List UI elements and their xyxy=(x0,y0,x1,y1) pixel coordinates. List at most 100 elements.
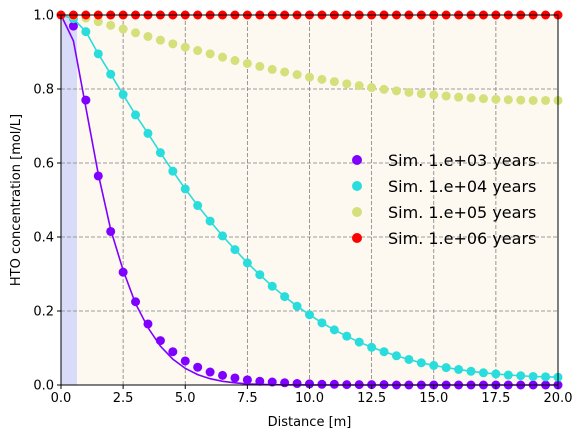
data-point xyxy=(454,364,464,374)
x-tick-label: 7.5 xyxy=(237,391,258,406)
data-point xyxy=(280,378,290,388)
data-point xyxy=(466,366,476,376)
data-point xyxy=(379,347,389,357)
data-point xyxy=(93,17,103,27)
data-point xyxy=(305,72,314,82)
y-tick-label: 0.6 xyxy=(33,157,54,172)
data-point xyxy=(205,367,215,377)
data-point xyxy=(131,28,141,38)
data-point xyxy=(280,67,290,77)
data-point xyxy=(391,86,401,96)
data-point xyxy=(168,39,178,49)
data-point xyxy=(541,372,551,382)
y-axis-ticks: 0.0 0.2 0.4 0.6 0.8 1.0 xyxy=(33,9,61,394)
data-point xyxy=(267,281,277,291)
data-point xyxy=(218,52,228,62)
data-point xyxy=(305,379,314,389)
data-point xyxy=(404,354,414,364)
y-tick-label: 0.2 xyxy=(33,305,54,320)
data-point xyxy=(205,49,215,59)
data-point xyxy=(131,110,141,120)
data-point xyxy=(255,61,265,71)
data-point xyxy=(106,69,116,79)
data-point xyxy=(143,319,153,329)
data-point xyxy=(168,166,178,176)
data-point xyxy=(255,270,265,280)
series-points-3 xyxy=(56,10,563,20)
data-point xyxy=(230,245,240,255)
data-point xyxy=(329,325,339,335)
x-tick-label: 12.5 xyxy=(357,391,386,406)
data-point xyxy=(491,369,501,379)
data-point xyxy=(354,81,364,91)
legend-marker xyxy=(352,207,362,217)
data-point xyxy=(541,95,551,105)
series-points-2 xyxy=(56,10,563,105)
data-point xyxy=(205,216,215,226)
data-point xyxy=(454,92,464,102)
data-point xyxy=(342,79,352,89)
data-point xyxy=(143,31,153,41)
x-tick-label: 5.0 xyxy=(175,391,196,406)
data-point xyxy=(218,370,228,380)
data-point xyxy=(478,368,488,378)
y-tick-label: 1.0 xyxy=(33,9,54,24)
data-point xyxy=(180,184,190,194)
data-point xyxy=(329,379,339,389)
data-point xyxy=(441,363,451,373)
data-point xyxy=(391,351,401,361)
data-point xyxy=(466,93,476,103)
data-point xyxy=(267,377,277,387)
data-point xyxy=(118,24,128,34)
data-point xyxy=(317,318,327,328)
data-point xyxy=(143,128,153,138)
data-point xyxy=(280,292,290,302)
data-point xyxy=(367,83,377,93)
data-point xyxy=(106,20,116,30)
x-tick-label: 10.0 xyxy=(295,391,324,406)
y-tick-label: 0.4 xyxy=(33,231,54,246)
data-point xyxy=(218,231,228,241)
data-point xyxy=(118,267,128,277)
data-point xyxy=(317,74,327,84)
x-tick-label: 15.0 xyxy=(419,391,448,406)
data-point xyxy=(516,371,526,381)
data-point xyxy=(180,356,190,366)
data-point xyxy=(193,362,203,372)
data-point xyxy=(155,35,165,45)
x-tick-label: 17.5 xyxy=(481,391,510,406)
y-tick-label: 0.8 xyxy=(33,83,54,98)
legend-label: Sim. 1.e+05 years xyxy=(388,203,536,222)
legend-label: Sim. 1.e+03 years xyxy=(388,151,536,170)
legend-marker xyxy=(352,181,362,191)
shaded-region-0 xyxy=(61,15,78,385)
data-point xyxy=(292,70,302,80)
legend-marker xyxy=(352,155,362,165)
data-point xyxy=(491,94,501,104)
x-axis-label: Distance [m] xyxy=(268,415,352,430)
x-tick-label: 20.0 xyxy=(544,391,573,406)
data-point xyxy=(329,77,339,87)
data-point xyxy=(416,358,426,368)
legend: Sim. 1.e+03 years Sim. 1.e+04 years Sim. 1… xyxy=(352,151,536,248)
data-point xyxy=(292,301,302,311)
data-point xyxy=(404,87,414,97)
data-point xyxy=(516,95,526,105)
data-point xyxy=(93,171,103,181)
data-point xyxy=(106,226,116,236)
data-point xyxy=(317,379,327,389)
data-point xyxy=(503,370,513,380)
legend-label: Sim. 1.e+06 years xyxy=(388,229,536,248)
data-point xyxy=(155,336,165,346)
data-point xyxy=(367,342,377,352)
data-point xyxy=(242,58,252,68)
data-point xyxy=(354,337,364,347)
data-point xyxy=(528,95,538,105)
data-point xyxy=(416,89,426,99)
data-point xyxy=(267,64,277,74)
data-point xyxy=(81,27,91,37)
x-tick-label: 0.0 xyxy=(51,391,72,406)
data-point xyxy=(168,347,178,357)
data-point xyxy=(255,376,265,386)
data-point xyxy=(81,95,91,105)
